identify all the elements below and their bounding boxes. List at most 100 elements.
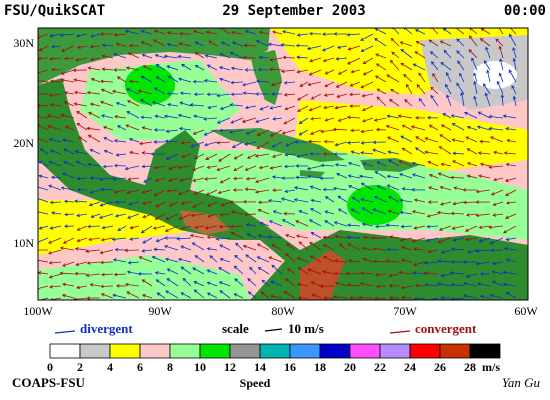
wind-arrow bbox=[233, 293, 244, 299]
wind-arrow bbox=[426, 115, 439, 120]
wind-arrow bbox=[230, 231, 244, 239]
wind-arrow bbox=[206, 92, 218, 97]
wind-arrow bbox=[450, 260, 465, 264]
wind-arrow bbox=[322, 270, 335, 275]
wind-arrow bbox=[334, 105, 348, 110]
wind-arrow bbox=[323, 93, 335, 97]
wind-arrow bbox=[38, 248, 49, 252]
wind-arrow bbox=[400, 237, 413, 242]
wind-arrow bbox=[360, 45, 374, 53]
wind-arrow bbox=[229, 103, 244, 107]
wind-arrow bbox=[128, 43, 140, 48]
wind-arrow bbox=[166, 189, 179, 193]
wind-arrow bbox=[180, 292, 192, 299]
wind-arrow bbox=[154, 213, 166, 220]
wind-arrow bbox=[484, 92, 491, 107]
wind-arrow bbox=[126, 111, 140, 119]
wind-arrow bbox=[375, 284, 387, 289]
wind-arrow bbox=[88, 201, 101, 207]
wind-arrow bbox=[38, 174, 49, 179]
wind-arrow bbox=[388, 284, 400, 288]
wind-arrow bbox=[498, 28, 504, 35]
wind-arrow bbox=[347, 184, 361, 191]
wind-arrow bbox=[38, 196, 49, 203]
wind-arrow bbox=[115, 42, 127, 47]
wind-arrow bbox=[141, 53, 153, 59]
wind-arrow bbox=[336, 45, 348, 50]
wind-arrow bbox=[386, 114, 400, 119]
wind-arrow bbox=[243, 43, 257, 48]
wind-arrow bbox=[437, 237, 452, 244]
wind-arrow bbox=[386, 247, 400, 252]
wind-arrow bbox=[475, 213, 491, 218]
wind-arrow bbox=[306, 165, 322, 171]
wind-arrow bbox=[189, 233, 205, 239]
wind-arrow bbox=[283, 164, 296, 169]
wind-arrow bbox=[346, 57, 361, 65]
wind-arrow bbox=[456, 82, 465, 95]
wind-arrow bbox=[257, 234, 270, 239]
wind-arrow bbox=[49, 33, 62, 38]
wind-arrow bbox=[333, 32, 348, 36]
wind-arrow bbox=[462, 260, 478, 264]
wind-arrow bbox=[385, 259, 400, 263]
wind-arrow bbox=[324, 81, 335, 88]
wind-arrow bbox=[358, 295, 374, 300]
wind-arrow bbox=[451, 123, 465, 131]
wind-arrow bbox=[347, 45, 361, 51]
wind-arrow bbox=[423, 261, 439, 265]
wind-arrow bbox=[415, 40, 426, 47]
wind-arrow bbox=[349, 81, 361, 87]
wind-arrow bbox=[437, 172, 452, 179]
wind-arrow bbox=[505, 258, 517, 263]
wind-arrow bbox=[49, 149, 62, 155]
wind-arrow bbox=[154, 114, 166, 119]
wind-arrow bbox=[491, 280, 504, 287]
wind-arrow bbox=[452, 151, 465, 156]
colorbar-tick: 0 bbox=[47, 360, 53, 374]
wind-arrow bbox=[48, 184, 62, 191]
wind-arrow bbox=[298, 117, 309, 124]
wind-arrow bbox=[38, 80, 49, 83]
wind-arrow bbox=[142, 237, 153, 244]
wind-arrow bbox=[287, 268, 296, 275]
wind-arrow bbox=[234, 254, 244, 263]
wind-arrow bbox=[511, 85, 517, 95]
wind-arrow bbox=[358, 174, 374, 179]
wind-arrow bbox=[336, 93, 348, 98]
colorbar: 0 2 4 6 8 10 12 14 16 18 20 22 24 26 28 m/s bbox=[47, 343, 501, 374]
wind-arrow bbox=[219, 53, 231, 59]
wind-arrow bbox=[401, 187, 413, 191]
wind-arrow bbox=[310, 198, 322, 203]
wind-arrow bbox=[295, 234, 309, 239]
wind-arrow bbox=[322, 152, 335, 156]
wind-arrow bbox=[76, 225, 88, 231]
wind-arrow bbox=[428, 173, 439, 179]
wind-arrow bbox=[349, 104, 361, 108]
wind-arrow bbox=[192, 267, 205, 275]
wind-arrow bbox=[502, 270, 517, 275]
wind-arrow bbox=[309, 241, 322, 251]
wind-arrow bbox=[323, 296, 334, 300]
wind-arrow bbox=[463, 294, 478, 299]
colorbar-box bbox=[229, 343, 261, 359]
wind-arrow bbox=[512, 57, 517, 71]
wind-arrow bbox=[373, 247, 387, 251]
wind-arrow bbox=[219, 290, 231, 299]
wind-arrow bbox=[431, 61, 439, 71]
wind-arrow bbox=[297, 296, 309, 300]
wind-arrow bbox=[360, 151, 374, 155]
wind-arrow bbox=[38, 225, 49, 230]
wind-arrow bbox=[410, 125, 426, 131]
wind-arrow bbox=[190, 213, 205, 218]
wind-arrow bbox=[38, 45, 49, 52]
wind-arrow bbox=[323, 139, 335, 144]
wind-arrow bbox=[498, 45, 504, 59]
speed-zone bbox=[125, 65, 175, 105]
wind-arrow bbox=[244, 68, 257, 72]
wind-arrow bbox=[401, 147, 413, 155]
wind-arrow bbox=[178, 42, 192, 47]
wind-arrow bbox=[73, 102, 88, 107]
wind-arrow bbox=[411, 173, 426, 179]
